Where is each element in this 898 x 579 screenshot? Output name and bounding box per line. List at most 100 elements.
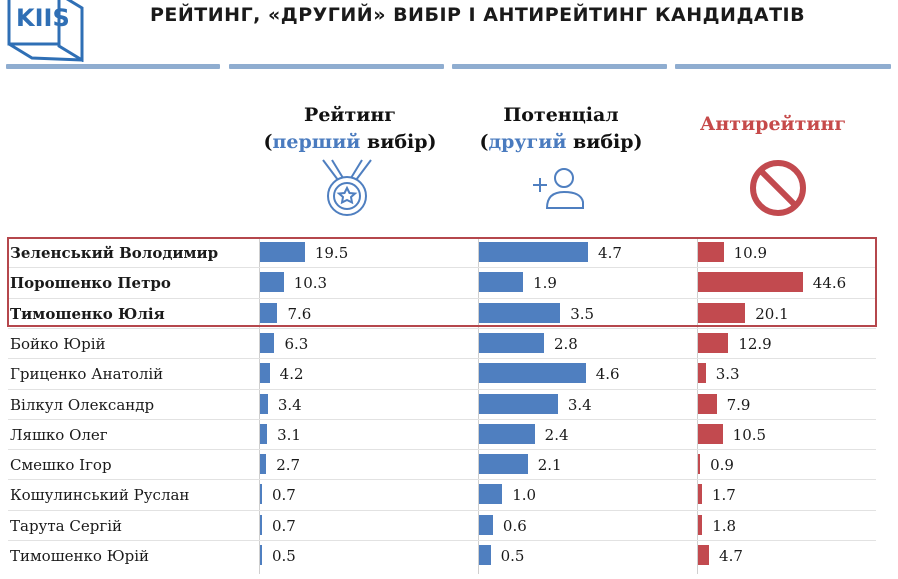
candidate-name: Тарута Сергій (10, 516, 122, 535)
candidate-name: Порошенко Петро (10, 274, 171, 293)
rating-value-label: 2.7 (276, 456, 301, 475)
potential-bar (479, 363, 586, 384)
rating-subtitle-accent: перший (272, 131, 361, 153)
rating-value-label: 0.5 (272, 547, 296, 565)
potential-subtitle: (другий вибір) (479, 131, 643, 153)
anti-bar (698, 302, 746, 323)
potential-value-label: 0.5 (500, 547, 525, 565)
rating-subtitle: (перший вибір) (263, 131, 437, 153)
anti-bar (698, 332, 729, 353)
header-rule (452, 64, 667, 69)
candidate-name: Вілкул Олександр (10, 395, 155, 414)
row-divider (8, 449, 876, 451)
rating-bar (260, 514, 262, 535)
potential-bar (479, 545, 491, 565)
anti-bar (698, 484, 702, 505)
anti-bar (698, 363, 706, 384)
add-user-icon (533, 168, 584, 209)
potential-bar (479, 242, 589, 262)
potential-value-label: 2.8 (553, 334, 578, 353)
medal-icon (322, 159, 372, 216)
potential-subtitle-accent: другий (488, 131, 567, 153)
anti-title: Антирейтинг (699, 113, 847, 135)
anti-bar (698, 545, 710, 565)
potential-bar (479, 423, 535, 444)
header-rule (229, 64, 444, 69)
potential-value-label: 3.4 (567, 395, 592, 414)
anti-value-label: 1.7 (711, 486, 736, 505)
row-divider (8, 418, 876, 420)
row-divider (8, 509, 876, 511)
prohibited-icon (750, 160, 806, 216)
candidate-name: Ляшко Олег (10, 425, 108, 444)
anti-value-label: 3.3 (715, 365, 740, 384)
row-divider (8, 540, 876, 541)
header-rule (6, 64, 220, 69)
potential-bar (479, 393, 558, 414)
rating-bar (260, 363, 270, 384)
potential-column-header: Потенціал (другий вибір) (451, 102, 671, 156)
anti-bar (698, 393, 717, 414)
rating-bar (260, 545, 262, 565)
potential-value-label: 2.1 (537, 456, 562, 475)
rating-value-label: 7.6 (287, 304, 312, 323)
rating-value-label: 3.1 (277, 425, 301, 444)
anti-bar (698, 242, 724, 262)
top-three-highlight (7, 237, 877, 327)
anti-bar (698, 454, 701, 475)
rating-title: Рейтинг (304, 104, 396, 126)
candidate-name: Бойко Юрій (10, 334, 106, 353)
candidate-name: Зеленський Володимир (10, 244, 219, 262)
row-divider (8, 327, 876, 329)
potential-bar (479, 302, 561, 323)
potential-bar (479, 484, 503, 505)
potential-value-label: 0.6 (502, 516, 527, 535)
row-divider (8, 267, 876, 269)
anti-value-label: 12.9 (738, 334, 772, 353)
anti-value-label: 0.9 (710, 456, 734, 475)
potential-bar (479, 332, 544, 353)
potential-value-label: 4.6 (595, 365, 620, 384)
kiis-logo: KIIS (7, 0, 84, 62)
rating-value-label: 6.3 (284, 334, 309, 353)
anti-value-label: 10.5 (732, 425, 767, 444)
header-rule (675, 64, 891, 69)
rating-bar (260, 393, 268, 414)
candidate-name: Тимошенко Юлія (10, 304, 165, 323)
candidate-name: Тимошенко Юрій (10, 547, 149, 565)
anti-bar (698, 272, 803, 293)
page-title: РЕЙТИНГ, «ДРУГИЙ» ВИБІР І АНТИРЕЙТИНГ КА… (150, 4, 806, 26)
anti-axis (697, 238, 698, 574)
potential-value-label: 1.9 (533, 274, 557, 293)
rating-value-label: 19.5 (314, 244, 349, 262)
rating-bar (260, 454, 267, 475)
rating-value-label: 0.7 (272, 486, 296, 505)
row-divider (8, 479, 876, 481)
rating-bar (260, 272, 284, 293)
potential-value-label: 4.7 (598, 244, 622, 262)
potential-bar (479, 514, 493, 535)
potential-value-label: 2.4 (544, 425, 569, 444)
candidate-name: Гриценко Анатолій (10, 365, 164, 384)
candidate-name: Кошулинський Руслан (10, 486, 190, 505)
rating-bar (260, 242, 305, 262)
candidate-name: Смешко Ігор (10, 456, 112, 475)
rating-bar (260, 484, 262, 505)
potential-axis (478, 238, 479, 574)
potential-bar (479, 272, 524, 293)
rating-column-header: Рейтинг (перший вибір) (240, 102, 460, 156)
anti-value-label: 4.7 (719, 547, 743, 565)
row-divider (8, 358, 876, 360)
rating-value-label: 3.4 (277, 395, 302, 414)
potential-title: Потенціал (503, 104, 619, 126)
anti-bar (698, 514, 703, 535)
anti-value-label: 10.9 (733, 244, 768, 262)
rating-value-label: 0.7 (272, 516, 296, 535)
potential-bar (479, 454, 528, 475)
rating-value-label: 4.2 (279, 365, 304, 384)
potential-value-label: 3.5 (570, 304, 595, 323)
rating-bar (260, 302, 278, 323)
rating-value-label: 10.3 (293, 274, 328, 293)
anti-value-label: 1.8 (712, 516, 737, 535)
anti-column-header: Антирейтинг (663, 111, 883, 138)
